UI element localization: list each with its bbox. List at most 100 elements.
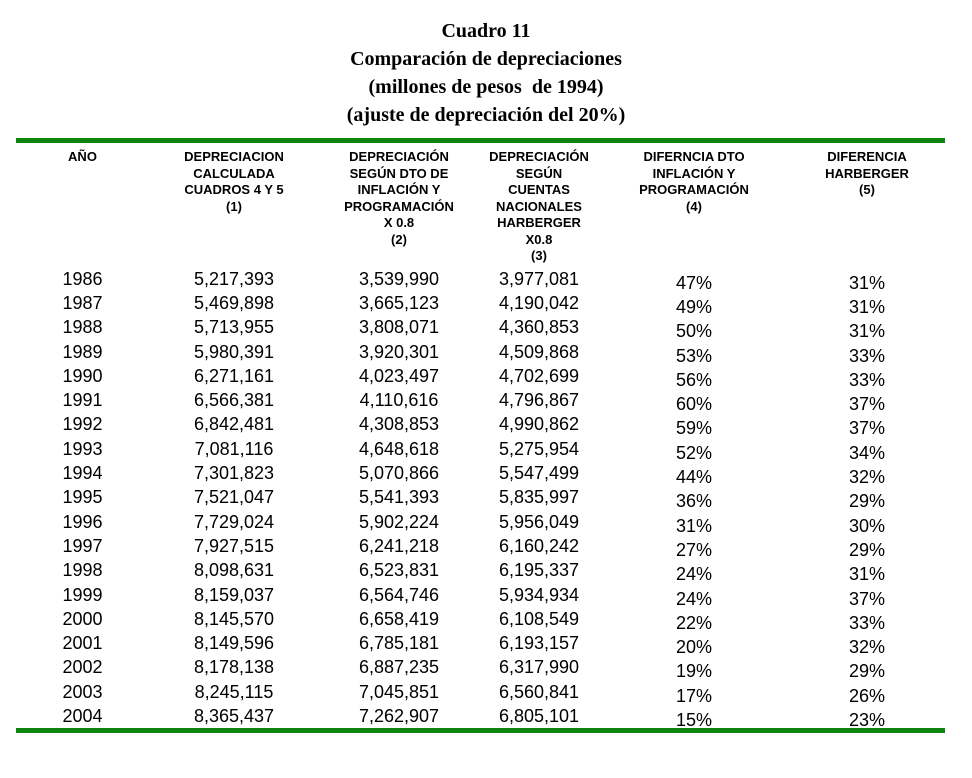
table-row: 2003 8,245,115 7,045,851 6,560,841 17% 2…: [16, 680, 945, 706]
cell-dep-calculada: 5,713,955: [193, 317, 275, 338]
percent-value: 19%: [675, 661, 713, 682]
cell-dep-calculada: 5,469,898: [193, 292, 275, 313]
cell-dep-dto-inflacion: 6,887,235: [358, 657, 440, 678]
cell-ano: 1993: [62, 438, 103, 459]
cell-dif-harberger: 37%: [789, 582, 945, 609]
cell-dif-dto-inflacion: 20%: [599, 631, 789, 657]
cell-dep-calculada: 8,365,437: [193, 705, 275, 726]
cell-dif-dto-inflacion: 49%: [599, 291, 789, 317]
percent-value: 50%: [675, 321, 713, 342]
cell-dep-cuentas-harberger: 3,977,081: [498, 268, 580, 289]
cell-ano: 1989: [62, 341, 103, 362]
table-row: 2001 8,149,596 6,785,181 6,193,157 20% 3…: [16, 631, 945, 657]
cell-dif-harberger: 32%: [789, 631, 945, 657]
cell-dif-dto-inflacion: 60%: [599, 388, 789, 414]
cell-dep-cuentas-harberger: 6,160,242: [498, 535, 580, 556]
cell-dep-calculada: 8,178,138: [193, 657, 275, 678]
cell-dep-dto-inflacion: 6,523,831: [358, 560, 440, 581]
cell-dif-harberger: 31%: [789, 558, 945, 584]
cell-ano: 1999: [62, 584, 103, 605]
cell-dep-dto-inflacion: 5,070,866: [358, 463, 440, 484]
percent-value: 56%: [675, 369, 713, 390]
percent-value: 34%: [848, 442, 886, 463]
table-row: 2000 8,145,570 6,658,419 6,108,549 22% 3…: [16, 607, 945, 633]
cell-dep-calculada: 8,145,570: [193, 608, 275, 629]
cell-dep-dto-inflacion: 7,262,907: [358, 705, 440, 726]
cell-dif-dto-inflacion: 24%: [599, 558, 789, 584]
depreciation-comparison-table: AÑO DEPRECIACION CALCULADA CUADROS 4 Y 5…: [16, 138, 945, 733]
percent-value: 26%: [848, 685, 886, 706]
cell-dep-dto-inflacion: 3,665,123: [358, 292, 440, 313]
cell-dif-harberger: 29%: [789, 534, 945, 560]
table-subtitle-units: (millones de pesos de 1994): [368, 76, 604, 98]
cell-dep-dto-inflacion: 4,110,616: [359, 390, 439, 411]
percent-value: 44%: [675, 467, 713, 488]
column-header-dep-calculada: DEPRECIACION CALCULADA CUADROS 4 Y 5 (1): [184, 149, 284, 214]
percent-value: 60%: [675, 394, 713, 415]
table-title-block: Cuadro 11 Comparación de depreciaciones …: [0, 0, 972, 129]
cell-ano: 2002: [62, 657, 103, 678]
cell-ano: 1995: [62, 487, 103, 508]
cell-dep-cuentas-harberger: 5,547,499: [498, 463, 580, 484]
cell-dep-dto-inflacion: 4,648,618: [358, 438, 440, 459]
cell-dep-dto-inflacion: 5,541,393: [358, 487, 440, 508]
cell-dif-harberger: 30%: [789, 509, 945, 536]
percent-value: 23%: [848, 709, 886, 730]
cell-dif-dto-inflacion: 56%: [599, 364, 789, 390]
cell-dif-harberger: 29%: [789, 655, 945, 681]
cell-dif-harberger: 33%: [789, 607, 945, 633]
cell-dep-calculada: 8,159,037: [193, 584, 275, 605]
cell-dif-harberger: 31%: [789, 291, 945, 317]
cell-dep-cuentas-harberger: 5,275,954: [498, 438, 580, 459]
cell-dif-dto-inflacion: 27%: [599, 534, 789, 560]
cell-ano: 1991: [62, 390, 103, 411]
column-header-ano: AÑO: [68, 149, 97, 164]
cell-dep-cuentas-harberger: 4,509,868: [498, 341, 580, 362]
cell-dif-dto-inflacion: 53%: [599, 339, 789, 366]
percent-value: 31%: [848, 296, 886, 317]
cell-dep-calculada: 8,098,631: [193, 560, 275, 581]
table-row: 1993 7,081,116 4,648,618 5,275,954 52% 3…: [16, 437, 945, 463]
percent-value: 49%: [675, 296, 713, 317]
cell-dif-harberger: 37%: [789, 388, 945, 414]
percent-value: 37%: [848, 588, 886, 609]
cell-ano: 2003: [62, 681, 103, 702]
table-row: 1988 5,713,955 3,808,071 4,360,853 50% 3…: [16, 315, 945, 341]
cell-dep-dto-inflacion: 7,045,851: [358, 681, 440, 702]
cell-dep-calculada: 6,842,481: [193, 414, 275, 435]
percent-value: 37%: [848, 394, 886, 415]
cell-dif-harberger: 37%: [789, 412, 945, 438]
cell-ano: 2000: [62, 608, 103, 629]
cell-ano: 1990: [62, 365, 103, 386]
cell-dif-harberger: 32%: [789, 461, 945, 487]
table-row: 1990 6,271,161 4,023,497 4,702,699 56% 3…: [16, 364, 945, 390]
table-row: 1994 7,301,823 5,070,866 5,547,499 44% 3…: [16, 461, 945, 487]
cell-dep-calculada: 7,301,823: [193, 463, 275, 484]
table-row: 2002 8,178,138 6,887,235 6,317,990 19% 2…: [16, 655, 945, 681]
cell-dif-dto-inflacion: 31%: [599, 509, 789, 536]
cell-dep-cuentas-harberger: 5,934,934: [498, 584, 580, 605]
table-title: Comparación de depreciaciones: [350, 48, 622, 70]
table-row: 1992 6,842,481 4,308,853 4,990,862 59% 3…: [16, 412, 945, 438]
table-row: 1986 5,217,393 3,539,990 3,977,081 47% 3…: [16, 267, 945, 293]
cell-dep-dto-inflacion: 4,308,853: [358, 414, 440, 435]
cell-dep-cuentas-harberger: 6,805,101: [498, 705, 580, 726]
percent-value: 31%: [848, 564, 886, 585]
cell-dep-dto-inflacion: 5,902,224: [358, 511, 440, 532]
cell-dif-dto-inflacion: 36%: [599, 485, 789, 511]
cell-dep-calculada: 6,271,161: [193, 365, 275, 386]
cell-ano: 1986: [62, 268, 103, 289]
cell-dep-dto-inflacion: 6,785,181: [358, 633, 440, 654]
cell-dif-dto-inflacion: 47%: [599, 267, 789, 293]
cell-dep-calculada: 5,980,391: [193, 341, 275, 362]
cell-dep-cuentas-harberger: 6,195,337: [498, 560, 580, 581]
percent-value: 53%: [675, 345, 713, 366]
cell-dep-calculada: 8,245,115: [194, 681, 274, 702]
table-row: 1991 6,566,381 4,110,616 4,796,867 60% 3…: [16, 388, 945, 414]
cell-dif-dto-inflacion: 15%: [599, 704, 789, 731]
cell-dep-calculada: 6,566,381: [193, 390, 275, 411]
cell-ano: 2004: [62, 705, 103, 726]
column-header-dif-dto-inflacion: DIFERNCIA DTO INFLACIÓN Y PROGRAMACIÓN (…: [639, 149, 749, 214]
cell-dep-cuentas-harberger: 6,193,157: [498, 633, 580, 654]
column-header-dep-dto-inflacion: DEPRECIACIÓN SEGÚN DTO DE INFLACIÓN Y PR…: [344, 149, 454, 247]
